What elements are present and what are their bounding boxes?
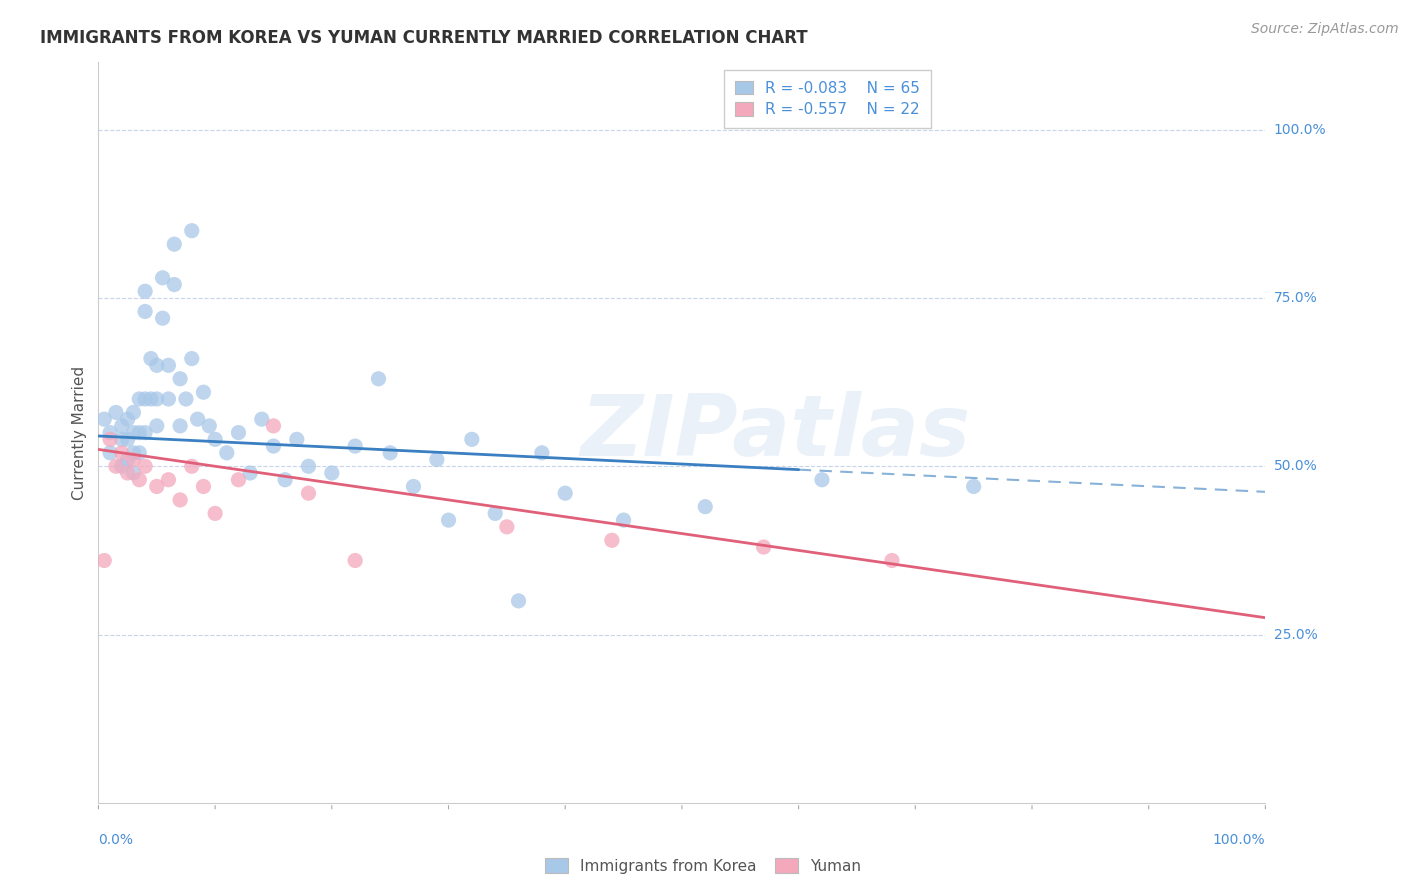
Point	[250, 412, 273, 426]
Point	[180, 224, 202, 238]
Point	[111, 418, 134, 433]
Point	[811, 473, 834, 487]
Point	[146, 479, 169, 493]
Text: 75.0%: 75.0%	[1274, 291, 1317, 305]
Point	[297, 486, 319, 500]
Point	[111, 433, 134, 447]
Point	[134, 304, 156, 318]
Point	[98, 425, 121, 440]
Point	[174, 392, 197, 406]
Point	[98, 446, 121, 460]
Point	[146, 392, 169, 406]
Point	[228, 425, 250, 440]
Point	[98, 433, 121, 447]
Point	[128, 446, 150, 460]
Point	[228, 473, 250, 487]
Point	[613, 513, 636, 527]
Legend: R = -0.083    N = 65, R = -0.557    N = 22: R = -0.083 N = 65, R = -0.557 N = 22	[724, 70, 931, 128]
Text: 100.0%: 100.0%	[1274, 123, 1326, 136]
Point	[193, 479, 215, 493]
Point	[122, 466, 145, 480]
Point	[321, 466, 343, 480]
Point	[367, 372, 389, 386]
Point	[134, 392, 156, 406]
Point	[752, 540, 775, 554]
Point	[180, 459, 202, 474]
Point	[344, 553, 367, 567]
Point	[426, 452, 449, 467]
Point	[262, 439, 284, 453]
Point	[139, 351, 162, 366]
Point	[193, 385, 215, 400]
Y-axis label: Currently Married: Currently Married	[72, 366, 87, 500]
Point	[163, 237, 186, 252]
Point	[496, 520, 519, 534]
Point	[122, 452, 145, 467]
Point	[169, 492, 191, 507]
Point	[128, 392, 150, 406]
Legend: Immigrants from Korea, Yuman: Immigrants from Korea, Yuman	[538, 852, 868, 880]
Point	[262, 418, 284, 433]
Text: IMMIGRANTS FROM KOREA VS YUMAN CURRENTLY MARRIED CORRELATION CHART: IMMIGRANTS FROM KOREA VS YUMAN CURRENTLY…	[41, 29, 807, 47]
Point	[187, 412, 209, 426]
Point	[530, 446, 553, 460]
Point	[437, 513, 460, 527]
Point	[600, 533, 623, 548]
Point	[146, 418, 169, 433]
Point	[128, 473, 150, 487]
Point	[93, 412, 115, 426]
Point	[962, 479, 984, 493]
Point	[198, 418, 221, 433]
Point	[117, 412, 139, 426]
Point	[111, 459, 134, 474]
Point	[169, 418, 191, 433]
Point	[163, 277, 186, 292]
Point	[180, 351, 202, 366]
Point	[128, 425, 150, 440]
Point	[117, 433, 139, 447]
Point	[285, 433, 308, 447]
Point	[104, 459, 127, 474]
Point	[274, 473, 297, 487]
Text: 100.0%: 100.0%	[1213, 833, 1265, 847]
Point	[484, 507, 506, 521]
Point	[157, 473, 180, 487]
Point	[117, 452, 139, 467]
Point	[152, 311, 174, 326]
Point	[695, 500, 717, 514]
Point	[134, 285, 156, 299]
Text: 50.0%: 50.0%	[1274, 459, 1317, 474]
Point	[157, 359, 180, 373]
Point	[146, 359, 169, 373]
Point	[554, 486, 576, 500]
Point	[344, 439, 367, 453]
Text: ZIPatlas: ZIPatlas	[581, 391, 970, 475]
Point	[204, 507, 226, 521]
Point	[122, 405, 145, 419]
Point	[111, 446, 134, 460]
Point	[139, 392, 162, 406]
Point	[297, 459, 319, 474]
Point	[152, 270, 174, 285]
Text: Source: ZipAtlas.com: Source: ZipAtlas.com	[1251, 22, 1399, 37]
Point	[380, 446, 402, 460]
Point	[239, 466, 262, 480]
Point	[157, 392, 180, 406]
Point	[122, 425, 145, 440]
Point	[402, 479, 425, 493]
Text: 0.0%: 0.0%	[98, 833, 134, 847]
Point	[134, 425, 156, 440]
Point	[215, 446, 238, 460]
Point	[93, 553, 115, 567]
Text: 25.0%: 25.0%	[1274, 628, 1317, 641]
Point	[461, 433, 484, 447]
Point	[880, 553, 903, 567]
Point	[104, 405, 127, 419]
Point	[134, 459, 156, 474]
Point	[508, 594, 530, 608]
Point	[169, 372, 191, 386]
Point	[122, 446, 145, 460]
Point	[117, 466, 139, 480]
Point	[204, 433, 226, 447]
